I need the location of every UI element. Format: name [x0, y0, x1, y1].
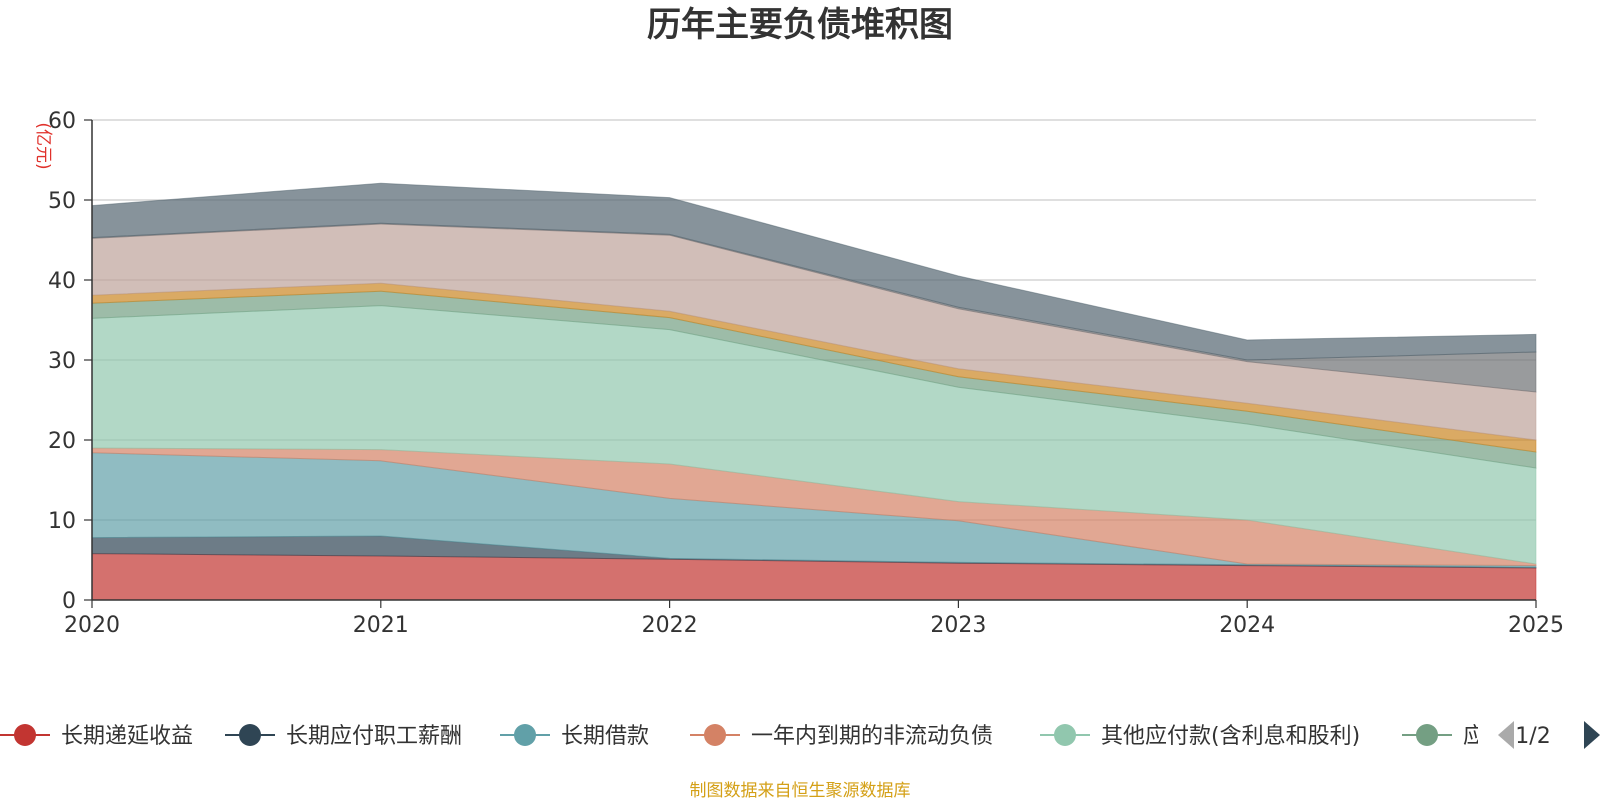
y-unit-label: (亿元) — [33, 122, 53, 169]
legend: 长期递延收益 长期应付职工薪酬 长期借款 一年内到期的非流动负债 其他应付款(含利息和股… — [0, 724, 1551, 749]
legend-label: 长期递延收益 — [61, 724, 193, 749]
y-tick-label: 10 — [48, 509, 76, 534]
y-tick-label: 40 — [48, 269, 76, 294]
x-tick-label: 2023 — [930, 613, 986, 638]
y-tick-label: 20 — [48, 429, 76, 454]
data-source-note: 制图数据来自恒生聚源数据库 — [690, 781, 911, 800]
legend-item[interactable]: 长期借款 — [500, 724, 649, 749]
legend-item[interactable]: 长期递延收益 — [0, 724, 193, 749]
legend-marker-icon — [704, 724, 726, 746]
legend-label: 其他应付款(含利息和股利) — [1101, 724, 1360, 749]
legend-marker-icon — [1054, 724, 1076, 746]
legend-label: 长期借款 — [561, 724, 649, 749]
legend-item[interactable]: 长期应付职工薪酬 — [225, 724, 462, 749]
legend-pager: 1/2 — [1498, 721, 1600, 749]
y-tick-label: 60 — [48, 109, 76, 134]
legend-item[interactable]: 应付账款 — [1402, 724, 1551, 749]
y-tick-label: 30 — [48, 349, 76, 374]
x-tick-label: 2024 — [1219, 613, 1275, 638]
y-tick-label: 50 — [48, 189, 76, 214]
legend-next-page-icon[interactable] — [1584, 721, 1600, 749]
legend-label: 长期应付职工薪酬 — [286, 724, 462, 749]
legend-prev-page-icon[interactable] — [1498, 721, 1514, 749]
legend-label: 一年内到期的非流动负债 — [751, 724, 993, 749]
x-tick-label: 2020 — [64, 613, 120, 638]
legend-item[interactable]: 一年内到期的非流动负债 — [690, 724, 993, 749]
legend-item[interactable]: 其他应付款(含利息和股利) — [1040, 724, 1360, 749]
legend-items: 长期递延收益 长期应付职工薪酬 长期借款 一年内到期的非流动负债 其他应付款(含利息和股… — [0, 724, 1551, 749]
legend-page-indicator: 1/2 — [1515, 724, 1550, 749]
axes: 0 10 20 30 40 50 60 2020 2021 2022 2023 2024 2025 — [48, 109, 1564, 638]
chart-title: 历年主要负债堆积图 — [647, 5, 953, 45]
x-tick-label: 2021 — [353, 613, 409, 638]
x-tick-label: 2025 — [1508, 613, 1564, 638]
legend-marker-icon — [1416, 724, 1438, 746]
legend-label: 应付账款 — [1463, 724, 1551, 749]
legend-marker-icon — [514, 724, 536, 746]
area-series-layer — [91, 182, 1537, 601]
legend-marker-icon — [14, 724, 36, 746]
area-series[interactable] — [91, 182, 1537, 361]
y-tick-label: 0 — [62, 589, 76, 614]
legend-marker-icon — [239, 724, 261, 746]
x-tick-label: 2022 — [642, 613, 698, 638]
